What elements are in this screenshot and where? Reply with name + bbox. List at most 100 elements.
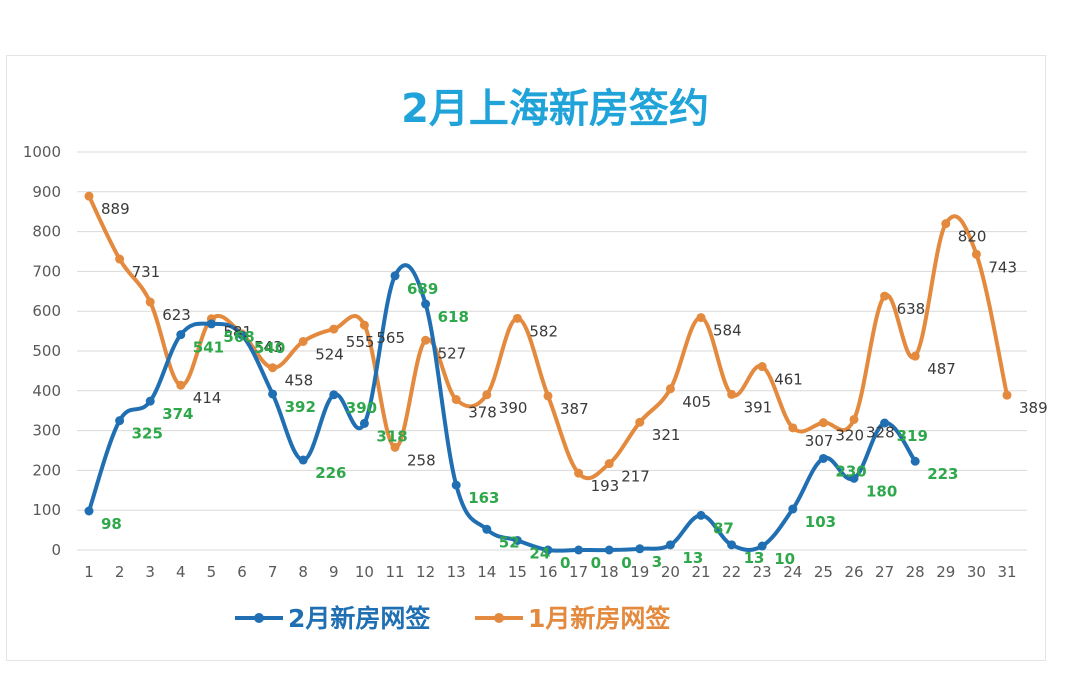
point-feb-24 xyxy=(788,504,798,514)
data-label-jan-16: 387 xyxy=(560,400,589,418)
data-label-jan-18: 217 xyxy=(621,468,650,486)
point-feb-5 xyxy=(206,319,216,329)
point-jan-3 xyxy=(145,297,155,307)
data-label-feb-4: 541 xyxy=(193,339,224,357)
x-tick-4: 4 xyxy=(176,563,186,581)
point-feb-10 xyxy=(359,418,369,428)
point-jan-13 xyxy=(451,395,461,405)
point-jan-29 xyxy=(941,219,951,229)
data-label-feb-17: 0 xyxy=(591,554,601,572)
data-label-feb-5: 568 xyxy=(223,328,254,346)
legend-label-feb: 2月新房网签 xyxy=(288,604,431,633)
data-label-jan-25: 320 xyxy=(835,427,864,445)
series-line-feb xyxy=(87,263,918,553)
point-feb-17 xyxy=(574,545,584,555)
x-tick-2: 2 xyxy=(115,563,125,581)
data-label-feb-27: 319 xyxy=(897,427,928,445)
point-jan-24 xyxy=(788,423,798,433)
legend-item-feb[interactable]: 2月新房网签 xyxy=(235,604,431,633)
point-feb-18 xyxy=(604,545,614,555)
x-tick-19: 19 xyxy=(630,563,649,581)
data-label-jan-22: 391 xyxy=(744,398,773,416)
point-feb-7 xyxy=(268,389,278,399)
x-tick-15: 15 xyxy=(508,563,527,581)
point-jan-26 xyxy=(849,414,859,424)
point-jan-12 xyxy=(421,335,431,345)
data-label-jan-20: 405 xyxy=(682,393,711,411)
point-feb-28 xyxy=(910,456,920,466)
data-label-jan-9: 555 xyxy=(346,333,375,351)
grid-lines xyxy=(77,151,1027,551)
point-feb-6 xyxy=(237,330,247,340)
y-tick-0: 0 xyxy=(51,541,61,559)
x-tick-14: 14 xyxy=(477,563,496,581)
point-jan-10 xyxy=(359,320,369,330)
data-label-feb-25: 230 xyxy=(835,462,866,480)
point-jan-28 xyxy=(910,351,920,361)
x-tick-30: 30 xyxy=(967,563,986,581)
point-jan-20 xyxy=(665,384,675,394)
legend-label-jan: 1月新房网签 xyxy=(528,604,671,633)
data-label-jan-31: 389 xyxy=(1019,399,1047,417)
data-label-jan-1: 889 xyxy=(101,200,130,218)
point-feb-2 xyxy=(115,416,125,426)
data-label-feb-2: 325 xyxy=(132,425,163,443)
y-tick-900: 900 xyxy=(32,183,61,201)
y-axis-ticks: 0 100 200 300 400 500 600 700 800 900 1000 xyxy=(23,143,61,559)
point-jan-30 xyxy=(971,249,981,259)
x-tick-3: 3 xyxy=(145,563,155,581)
data-label-feb-19: 3 xyxy=(652,553,662,571)
data-label-jan-2: 731 xyxy=(132,263,161,281)
data-label-feb-15: 24 xyxy=(529,544,550,562)
data-label-feb-7: 392 xyxy=(285,398,316,416)
data-label-jan-4: 414 xyxy=(193,389,222,407)
data-label-jan-28: 487 xyxy=(927,360,956,378)
data-label-jan-14: 390 xyxy=(499,399,528,417)
point-jan-7 xyxy=(268,363,278,373)
data-label-feb-26: 180 xyxy=(866,482,897,500)
y-tick-600: 600 xyxy=(32,302,61,320)
point-feb-13 xyxy=(451,480,461,490)
point-jan-31 xyxy=(1002,390,1012,400)
x-tick-24: 24 xyxy=(783,563,802,581)
data-label-jan-7: 458 xyxy=(285,372,314,390)
point-feb-19 xyxy=(635,544,645,554)
data-label-jan-27: 638 xyxy=(897,300,926,318)
point-jan-27 xyxy=(880,291,890,301)
x-tick-27: 27 xyxy=(875,563,894,581)
point-jan-21 xyxy=(696,313,706,323)
x-tick-9: 9 xyxy=(329,563,339,581)
x-tick-8: 8 xyxy=(298,563,308,581)
y-tick-200: 200 xyxy=(32,461,61,479)
legend-item-jan[interactable]: 1月新房网签 xyxy=(475,604,671,633)
point-feb-9 xyxy=(329,390,339,400)
data-label-jan-17: 193 xyxy=(591,477,620,495)
data-label-feb-28: 223 xyxy=(927,465,958,483)
x-tick-23: 23 xyxy=(753,563,772,581)
x-tick-16: 16 xyxy=(538,563,557,581)
data-label-jan-29: 820 xyxy=(958,228,987,246)
data-label-feb-9: 390 xyxy=(346,399,377,417)
data-label-jan-23: 461 xyxy=(774,371,803,389)
data-label-jan-21: 584 xyxy=(713,322,742,340)
data-label-feb-11: 689 xyxy=(407,280,438,298)
data-label-feb-8: 226 xyxy=(315,464,346,482)
legend[interactable]: 2月新房网签 1月新房网签 xyxy=(235,604,671,633)
data-label-jan-24: 307 xyxy=(805,432,834,450)
y-tick-1000: 1000 xyxy=(23,143,61,161)
data-label-feb-3: 374 xyxy=(162,405,193,423)
data-label-feb-10: 318 xyxy=(376,427,407,445)
series-layer xyxy=(84,191,1012,555)
x-tick-6: 6 xyxy=(237,563,247,581)
data-label-feb-18: 0 xyxy=(621,554,631,572)
data-label-jan-26: 328 xyxy=(866,423,895,441)
data-label-feb-24: 103 xyxy=(805,513,836,531)
x-tick-31: 31 xyxy=(997,563,1016,581)
point-feb-1 xyxy=(84,506,94,516)
data-label-jan-12: 527 xyxy=(438,344,467,362)
data-label-feb-6: 540 xyxy=(254,339,285,357)
data-label-feb-12: 618 xyxy=(438,308,469,326)
data-label-jan-11: 258 xyxy=(407,451,436,469)
chart-title: 2月上海新房签约 xyxy=(401,86,709,132)
